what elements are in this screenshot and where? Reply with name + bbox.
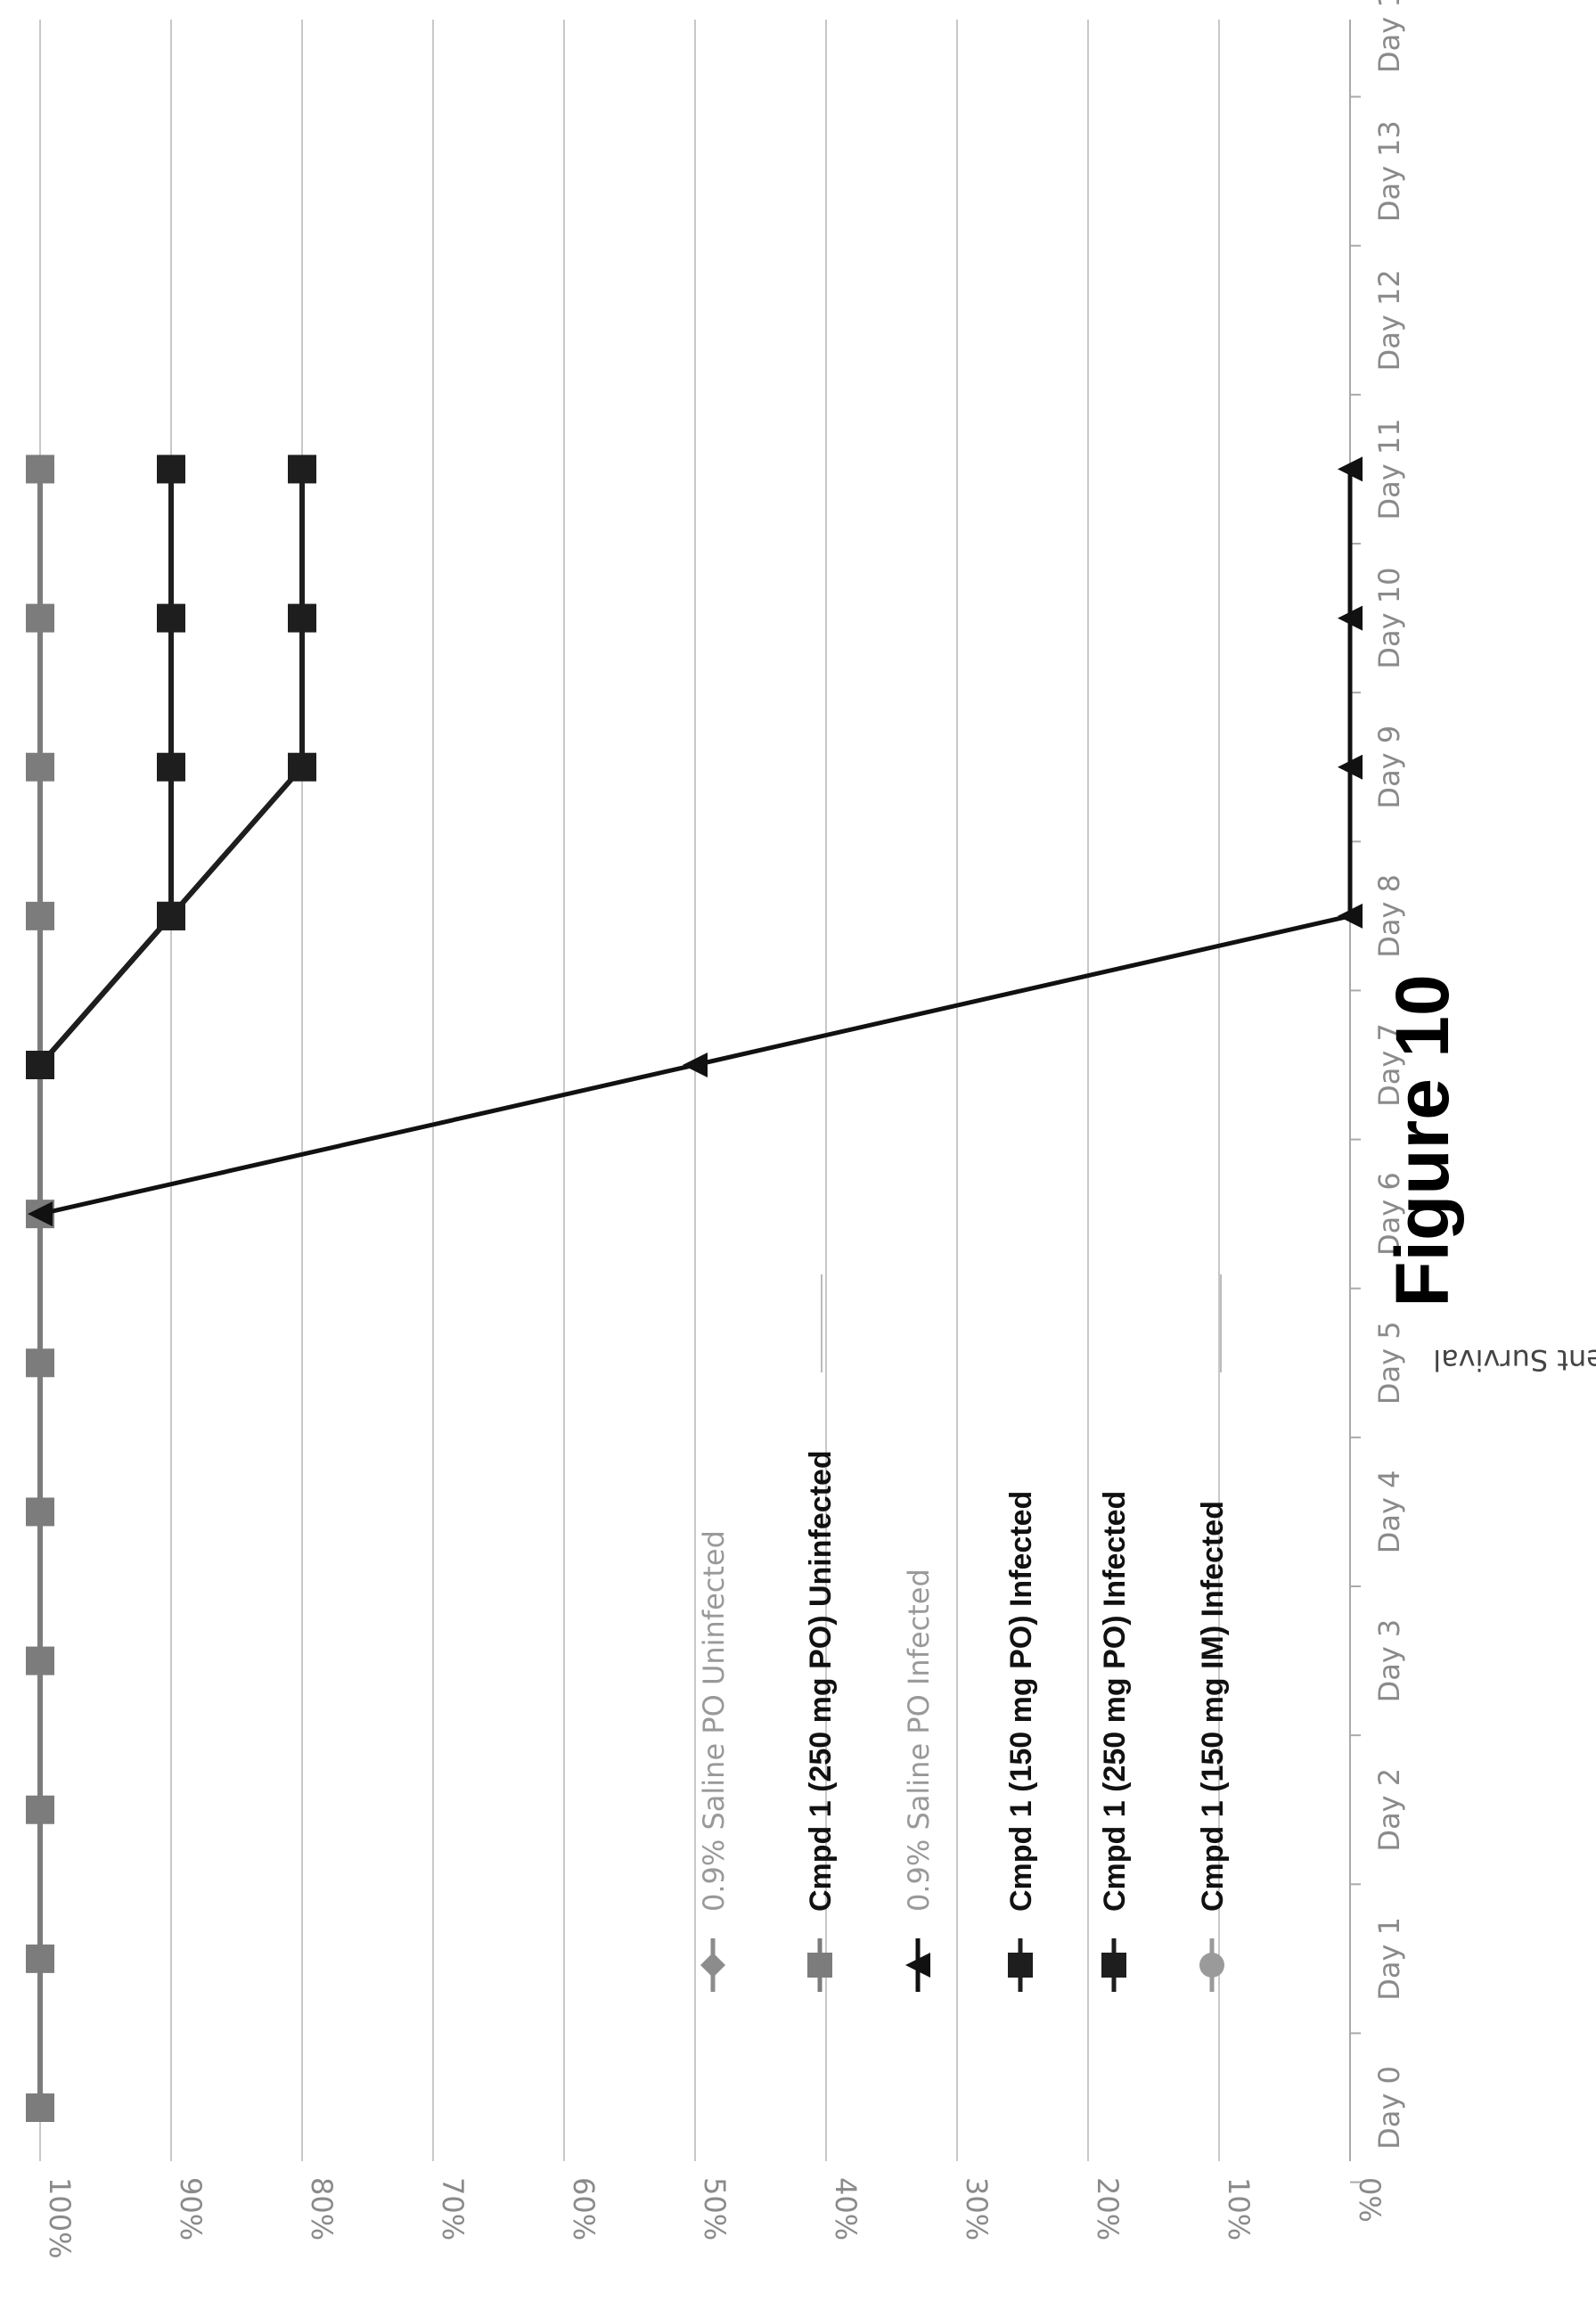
legend-entry: Cmpd 1 (250 mg PO) Uninfected: [804, 1450, 838, 1992]
figure-label: Figure 10: [1380, 974, 1464, 1307]
data-point: [26, 752, 54, 782]
x-tick-label: Day 3: [1372, 1619, 1406, 1703]
x-tick-label: Day 13: [1372, 120, 1406, 222]
legend: 0.9% Saline PO Uninfected Cmpd 1 (250 mg …: [697, 1274, 1230, 1992]
data-point: [26, 2093, 54, 2122]
legend-entry: 0.9% Saline PO Infected: [902, 1569, 936, 1992]
data-point: [683, 1053, 708, 1077]
series-path: [39, 469, 1353, 1216]
legend-entry: Cmpd 1 (150 mg IM) Infected: [1196, 1501, 1230, 1992]
x-tick-label: Day 9: [1372, 725, 1406, 809]
data-point: [26, 1944, 54, 1973]
x-tick-label: Day 8: [1372, 874, 1406, 958]
axes: 0% 10% 20% 30% 40% 50% 60% 70% 80% 90% 100% Day 0 Da…: [43, 0, 1406, 2258]
data-point: [1338, 903, 1363, 929]
data-point: [288, 603, 316, 633]
data-point: [905, 1953, 930, 1978]
y-tick-label: 80%: [305, 2177, 339, 2240]
x-tick-label: Day 10: [1372, 568, 1406, 669]
data-point: [26, 1348, 54, 1378]
grid-lines: [39, 20, 1220, 2161]
data-point: [26, 1051, 54, 1079]
x-tick-label: Day 11: [1372, 418, 1406, 520]
legend-label: 0.9% Saline PO Infected: [902, 1569, 936, 1912]
y-tick-label: 30%: [960, 2177, 994, 2240]
data-point: [1101, 1953, 1126, 1978]
x-tick-label: Day 5: [1372, 1321, 1406, 1405]
legend-entry: Cmpd 1 (250 mg PO) Infected: [1098, 1491, 1132, 1992]
legend-label: Cmpd 1 (150 mg IM) Infected: [1196, 1501, 1230, 1912]
data-point: [1338, 754, 1363, 780]
data-point: [157, 901, 185, 930]
y-tick-label: 40%: [829, 2177, 863, 2240]
data-point: [288, 455, 316, 484]
data-point: [26, 455, 54, 484]
x-tick-label: Day 12: [1372, 269, 1406, 371]
y-tick-label: 50%: [698, 2177, 732, 2240]
legend-entry: Cmpd 1 (150 mg PO) Infected: [1004, 1491, 1038, 1992]
legend-label: Cmpd 1 (250 mg PO) Infected: [1098, 1491, 1132, 1912]
data-point: [1338, 605, 1363, 631]
y-tick-label: 60%: [567, 2177, 601, 2240]
series-path: [37, 469, 174, 1067]
data-point: [26, 603, 54, 633]
series-line: [26, 455, 54, 2122]
series-line: [26, 455, 316, 1079]
y-tick-label: 0%: [1353, 2177, 1387, 2223]
legend-entry: 0.9% Saline PO Uninfected: [697, 1530, 731, 1992]
data-point: [157, 752, 185, 782]
series: [26, 455, 1363, 2122]
y-tick-label: 70%: [436, 2177, 470, 2240]
legend-label: Cmpd 1 (150 mg PO) Infected: [1004, 1491, 1038, 1912]
y-axis-label: Percent Survival: [1433, 1343, 1596, 1377]
y-tick-label: 90%: [174, 2177, 208, 2240]
data-point: [1338, 456, 1363, 482]
data-point: [26, 1795, 54, 1824]
legend-label: 0.9% Saline PO Uninfected: [697, 1530, 731, 1912]
y-tick-label: 20%: [1091, 2177, 1125, 2240]
x-tick-label: Day 4: [1372, 1470, 1406, 1554]
x-tick-label: Day 1: [1372, 1917, 1406, 2001]
x-tick-label: Day 0: [1372, 2066, 1406, 2150]
x-tick-label: Day 7: [1372, 1023, 1406, 1107]
data-point: [288, 752, 316, 782]
data-point: [28, 1201, 53, 1227]
data-point: [26, 1646, 54, 1675]
data-point: [157, 603, 185, 633]
x-tick-label: Day 14: [1372, 0, 1406, 73]
data-point: [807, 1953, 832, 1978]
data-point: [1008, 1953, 1033, 1978]
data-point: [1199, 1953, 1224, 1978]
data-point: [26, 901, 54, 930]
y-tick-label: 100%: [43, 2177, 77, 2258]
data-point: [26, 1497, 54, 1527]
data-point: [157, 455, 185, 484]
x-tick-label: Day 6: [1372, 1172, 1406, 1256]
x-tick-label: Day 2: [1372, 1768, 1406, 1852]
legend-label: Cmpd 1 (250 mg PO) Uninfected: [804, 1450, 838, 1912]
data-point: [700, 1953, 725, 1978]
series-line: [28, 456, 1363, 1227]
y-tick-label: 10%: [1222, 2177, 1256, 2240]
